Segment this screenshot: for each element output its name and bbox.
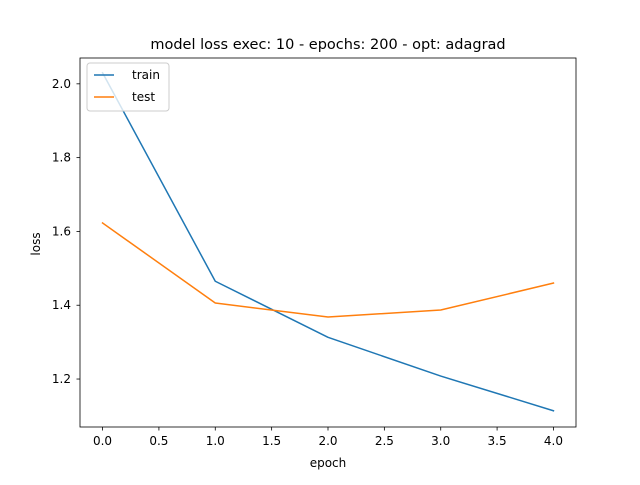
y-tick-label: 1.2 — [52, 372, 71, 386]
x-tick-label: 2.0 — [318, 434, 337, 448]
y-tick-label: 1.4 — [52, 298, 71, 312]
x-axis-label: epoch — [310, 456, 347, 470]
legend: train test — [86, 62, 170, 112]
y-tick-label: 1.8 — [52, 151, 71, 165]
y-tick-label: 1.6 — [52, 224, 71, 238]
chart-title: model loss exec: 10 - epochs: 200 - opt:… — [150, 37, 505, 53]
x-tick-label: 3.0 — [431, 434, 450, 448]
legend-label-train: train — [132, 68, 160, 82]
x-tick-label: 1.5 — [262, 434, 281, 448]
x-tick-label: 0.0 — [93, 434, 112, 448]
x-tick-label: 3.5 — [488, 434, 507, 448]
axes-frame — [79, 57, 577, 428]
series-line-train — [101, 71, 555, 412]
y-axis-label: loss — [29, 232, 43, 255]
series-line-test — [101, 221, 555, 318]
x-tick-label: 4.0 — [544, 434, 563, 448]
x-tick-label: 2.5 — [375, 434, 394, 448]
legend-label-test: test — [132, 90, 155, 104]
y-tick-label: 2.0 — [52, 77, 71, 91]
x-tick-label: 1.0 — [206, 434, 225, 448]
x-tick-label: 0.5 — [149, 434, 168, 448]
plot-area: 0.0 0.5 1.0 1.5 2.0 2.5 3.0 3.5 4.0 1.2 1.4 1.6 1.8 2… — [52, 57, 577, 448]
